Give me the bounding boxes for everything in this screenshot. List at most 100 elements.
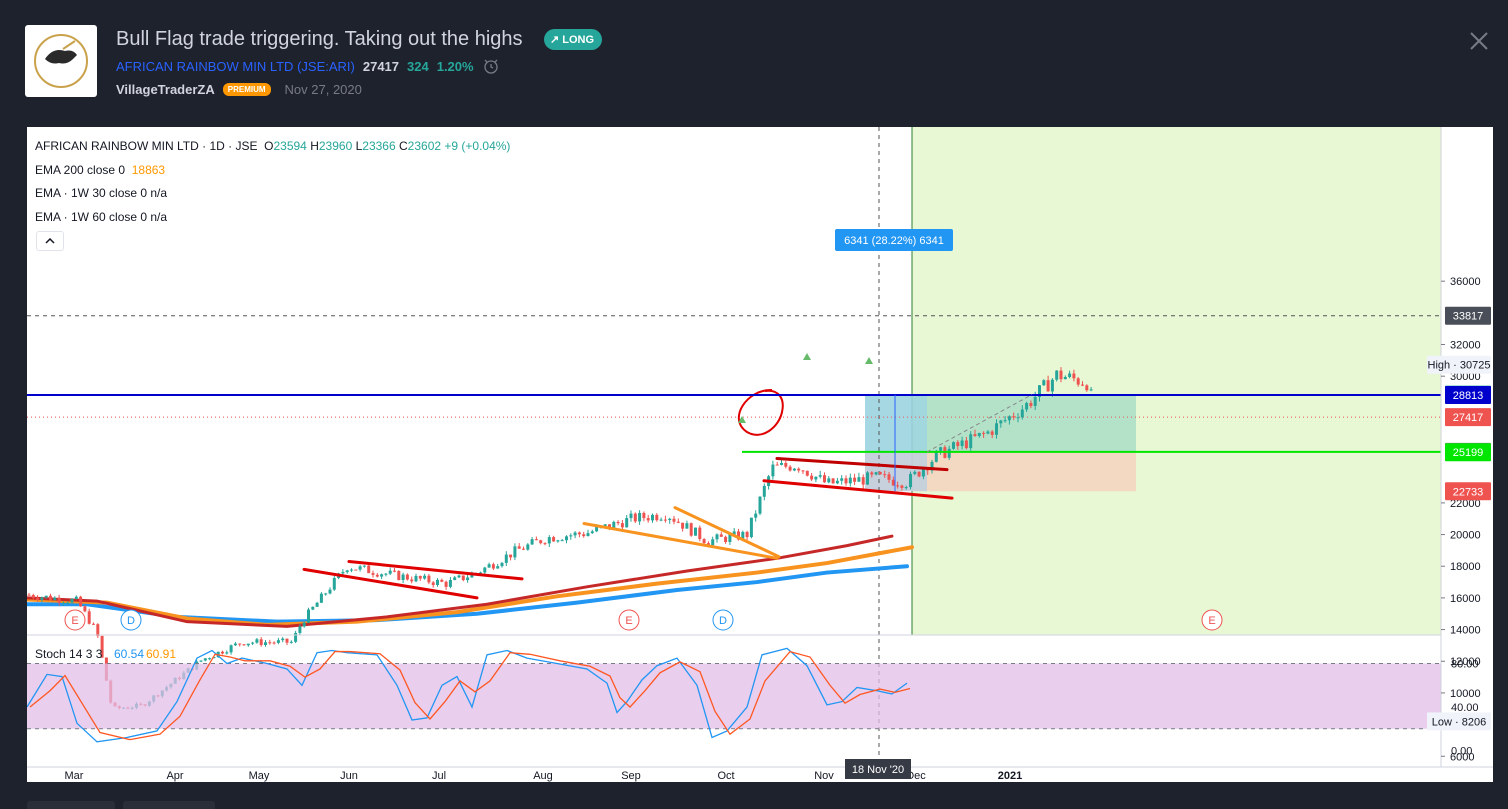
bottom-tab-1[interactable] bbox=[27, 801, 115, 809]
candle bbox=[1020, 409, 1024, 418]
close-icon[interactable] bbox=[1466, 28, 1492, 54]
candle bbox=[659, 519, 663, 521]
candle bbox=[307, 609, 310, 623]
legend-low: 23366 bbox=[362, 139, 396, 153]
candle bbox=[569, 535, 573, 537]
candle bbox=[840, 478, 844, 481]
alarm-clock-icon[interactable] bbox=[482, 57, 500, 75]
publish-date: Nov 27, 2020 bbox=[284, 82, 362, 97]
long-badge: ↗ LONG bbox=[544, 29, 602, 50]
candle bbox=[698, 527, 702, 540]
time-axis-label: 2021 bbox=[998, 770, 1022, 782]
chart-pane[interactable]: 6341 (28.22%) 6341 E D E D E Stoch 14 3 3 60.54… bbox=[27, 127, 1493, 782]
bottom-tab-2[interactable] bbox=[123, 801, 215, 809]
candle bbox=[294, 632, 298, 642]
time-axis-label: Apr bbox=[166, 770, 183, 782]
candle bbox=[805, 470, 809, 476]
candle bbox=[758, 496, 762, 514]
ema200-value: 18863 bbox=[131, 163, 166, 177]
candle bbox=[74, 596, 78, 599]
price-tick-label: 18000 bbox=[1450, 561, 1481, 573]
candle bbox=[31, 595, 35, 598]
candle bbox=[324, 593, 328, 595]
candle bbox=[977, 432, 981, 436]
candle bbox=[199, 660, 203, 662]
price-axis-label: High · 30725 bbox=[1428, 360, 1491, 372]
candle bbox=[251, 642, 255, 644]
candle bbox=[380, 574, 384, 577]
candle bbox=[1068, 373, 1072, 378]
candle bbox=[61, 602, 65, 604]
legend-close-label: C bbox=[399, 139, 408, 153]
candle bbox=[302, 622, 306, 627]
candle bbox=[522, 548, 525, 550]
candle bbox=[655, 514, 659, 521]
price-tick-label: 6000 bbox=[1450, 751, 1474, 763]
candle bbox=[896, 485, 900, 487]
candle bbox=[272, 642, 276, 644]
candle bbox=[345, 570, 349, 573]
symbol-price: 27417 bbox=[362, 58, 400, 74]
candle bbox=[818, 475, 822, 477]
legend-symbol: AFRICAN RAINBOW MIN LTD · 1D · JSE bbox=[35, 139, 258, 153]
candle bbox=[444, 581, 448, 587]
candle bbox=[595, 526, 599, 532]
candle bbox=[233, 643, 237, 646]
candle bbox=[560, 540, 564, 542]
price-axis-label-bg bbox=[1427, 355, 1491, 374]
chart-canvas[interactable]: 6341 (28.22%) 6341 E D E D E Stoch 14 3 3 60.54… bbox=[27, 127, 1493, 782]
candle bbox=[999, 420, 1003, 424]
target-zone-bg bbox=[912, 127, 1441, 635]
stoch-d-line bbox=[29, 650, 911, 741]
price-tick-label: 30000 bbox=[1450, 371, 1481, 383]
candle bbox=[909, 473, 912, 488]
measure-zone bbox=[865, 394, 927, 492]
candle bbox=[1085, 385, 1089, 391]
candle bbox=[1046, 380, 1050, 392]
candle bbox=[737, 531, 740, 540]
candle bbox=[629, 513, 633, 519]
candle bbox=[870, 472, 874, 475]
candle bbox=[92, 623, 95, 625]
candle bbox=[393, 570, 396, 572]
symbol-link[interactable]: AFRICAN RAINBOW MIN LTD (JSE:ARI) bbox=[116, 59, 355, 74]
candle bbox=[427, 575, 431, 583]
stoch-k-line bbox=[27, 647, 908, 743]
candle bbox=[242, 644, 246, 646]
candle bbox=[728, 534, 732, 543]
symbol-name[interactable]: AFRICAN RAINBOW MIN LTD bbox=[116, 58, 294, 74]
candle bbox=[780, 462, 783, 465]
legend-ema60[interactable]: EMA · 1W 60 close 0 n/a bbox=[35, 210, 168, 224]
candle bbox=[225, 652, 229, 654]
candle bbox=[754, 513, 758, 518]
candle bbox=[332, 578, 336, 590]
candle bbox=[208, 658, 212, 660]
candle bbox=[268, 642, 272, 644]
candle bbox=[745, 531, 749, 538]
time-axis-label: Sep bbox=[621, 770, 641, 782]
author-name[interactable]: VillageTraderZA bbox=[116, 82, 215, 97]
candle bbox=[36, 597, 40, 600]
candle bbox=[939, 447, 943, 451]
candle bbox=[792, 468, 796, 471]
collapse-legend-button[interactable] bbox=[36, 231, 64, 251]
candle bbox=[706, 543, 710, 546]
symbol-change: 324 bbox=[407, 58, 429, 74]
candle bbox=[543, 543, 547, 545]
measure-label: 6341 (28.22%) 6341 bbox=[844, 235, 944, 247]
legend-ema30[interactable]: EMA · 1W 30 close 0 n/a bbox=[35, 186, 168, 200]
legend-ema200[interactable]: EMA 200 close 0 18863 bbox=[35, 163, 165, 177]
candle bbox=[689, 523, 693, 536]
candle bbox=[229, 645, 233, 653]
candle bbox=[921, 468, 925, 477]
author-logo[interactable] bbox=[25, 25, 97, 97]
symbol-ticker[interactable]: (JSE:ARI) bbox=[297, 58, 355, 74]
candle bbox=[775, 464, 779, 466]
ema-red-line bbox=[27, 534, 894, 628]
candle bbox=[741, 531, 745, 540]
idea-title: Bull Flag trade triggering. Taking out t… bbox=[116, 28, 523, 50]
signal-triangle-marker bbox=[738, 416, 746, 423]
candle bbox=[255, 639, 259, 643]
candle bbox=[1072, 373, 1076, 379]
candle bbox=[887, 474, 891, 480]
